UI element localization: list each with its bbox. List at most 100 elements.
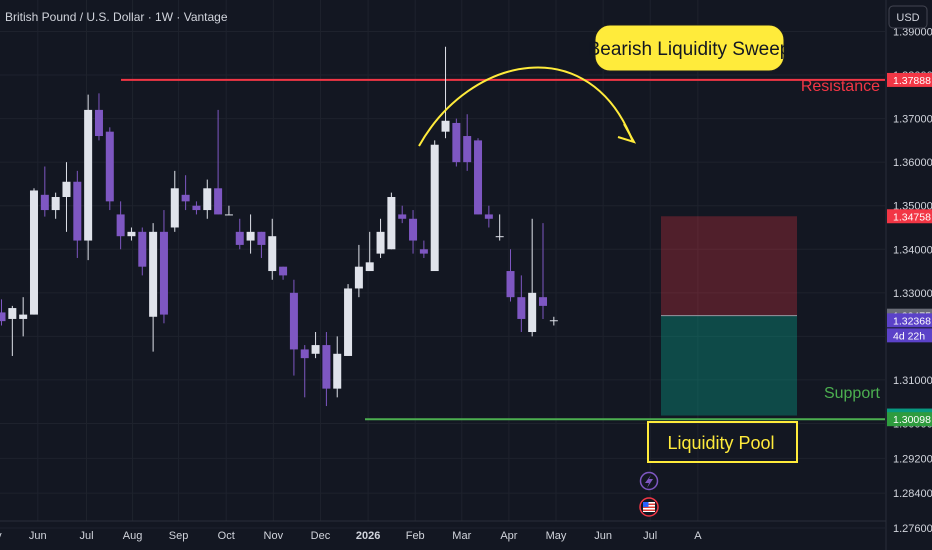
candle-body [105, 131, 114, 202]
candle [419, 240, 428, 258]
sweep-label-box[interactable] [594, 24, 785, 72]
candle [0, 299, 6, 326]
candle-body [192, 205, 201, 211]
candle-body [387, 197, 396, 250]
candle-body [40, 194, 49, 211]
candle-body [495, 236, 504, 238]
candle [214, 109, 223, 215]
time-axis-tick: Sep [169, 530, 189, 542]
candle-body [539, 297, 547, 306]
price-axis-tick: 1.36000 [893, 157, 932, 169]
candle [376, 218, 385, 258]
countdown-bg [887, 328, 932, 343]
candle [365, 231, 374, 272]
candle-body [181, 194, 190, 202]
candle [300, 345, 309, 398]
candle-body [549, 320, 558, 322]
candle-body [354, 266, 363, 289]
candles [0, 46, 558, 407]
candle-body [8, 308, 17, 319]
candle-body [300, 349, 309, 359]
resistance-label: Resistance [801, 78, 880, 95]
time-axis-tick: Aug [123, 530, 143, 542]
candle-body [322, 345, 331, 389]
candle-body [419, 249, 428, 254]
candle-body [463, 136, 472, 163]
time-axis[interactable]: May Jun Jul Aug Sep Oct Nov Dec 2026 Feb Mar Apr May… [0, 530, 702, 542]
time-axis-tick: Jun [29, 530, 47, 542]
liquidity-pool-label: Liquidity Pool [667, 433, 774, 453]
price-tag-bg [887, 72, 932, 87]
currency-button[interactable] [888, 5, 928, 29]
candle [387, 192, 396, 250]
lightning-event-icon[interactable] [639, 471, 659, 491]
price-axis-tick: 1.27600 [893, 523, 932, 535]
price-tag-bg [887, 412, 932, 427]
candle [495, 214, 504, 241]
candle-body [279, 266, 288, 276]
candle-body [430, 144, 439, 272]
sweep-arc [418, 66, 634, 147]
candle-body [51, 197, 60, 211]
candle [138, 227, 147, 276]
price-axis-panel[interactable] [886, 0, 932, 550]
time-axis-tick: May [546, 530, 567, 542]
candle-body [127, 231, 136, 237]
candle [344, 284, 353, 356]
support-label: Support [824, 385, 881, 402]
candle-body [474, 140, 483, 215]
candle-body [149, 231, 158, 317]
candle-body [203, 188, 212, 211]
price-tag-bg [887, 209, 932, 224]
candle [224, 205, 233, 216]
candle-body [29, 190, 38, 315]
liquidity-pool-box[interactable] [647, 421, 798, 463]
time-axis-tick: May [0, 530, 2, 542]
candle-body [84, 109, 93, 241]
candle [62, 162, 71, 232]
candle [246, 214, 255, 254]
candle [40, 166, 49, 217]
candle [268, 218, 277, 280]
level-lines [121, 78, 885, 421]
time-axis-tick: Mar [452, 530, 471, 542]
candle [311, 332, 320, 359]
candle-body [214, 188, 223, 215]
time-axis-tick: Jul [79, 530, 93, 542]
candle [452, 118, 461, 167]
candle [127, 227, 136, 241]
candle-body [376, 231, 385, 254]
price-axis-tick: 1.29200 [893, 453, 932, 465]
candle-body [452, 122, 461, 163]
position-zones [661, 216, 797, 416]
price-tag-label: 1.30098 [893, 414, 931, 426]
candle [289, 279, 298, 376]
annotations: Bearish Liquidity Sweep Resistance Suppo… [418, 24, 881, 517]
us-flag-event-icon[interactable] [639, 497, 659, 517]
grid-lines [0, 0, 885, 529]
price-tag-label: 1.37888 [893, 75, 931, 87]
price-axis-tick: 1.28400 [893, 488, 932, 500]
price-axis-tick: 1.33000 [893, 288, 932, 300]
candle-body [311, 345, 320, 354]
candle [539, 223, 547, 319]
candle [19, 297, 28, 337]
candle [170, 170, 179, 232]
candle-body [170, 188, 179, 228]
candle [203, 179, 212, 219]
candle [116, 201, 125, 250]
candle-body [289, 292, 298, 350]
candle [192, 201, 201, 215]
candle [354, 244, 363, 298]
chart-title[interactable]: British Pound / U.S. Dollar · 1W · Vanta… [5, 10, 228, 24]
candle [474, 138, 483, 215]
candle [484, 205, 493, 228]
time-axis-tick: Apr [500, 530, 517, 542]
price-tag-bg [887, 313, 932, 328]
candle [105, 127, 114, 211]
candle-body [116, 214, 125, 237]
time-axis-tick: Nov [264, 530, 284, 542]
candle [8, 305, 17, 356]
candle-body [409, 218, 418, 241]
